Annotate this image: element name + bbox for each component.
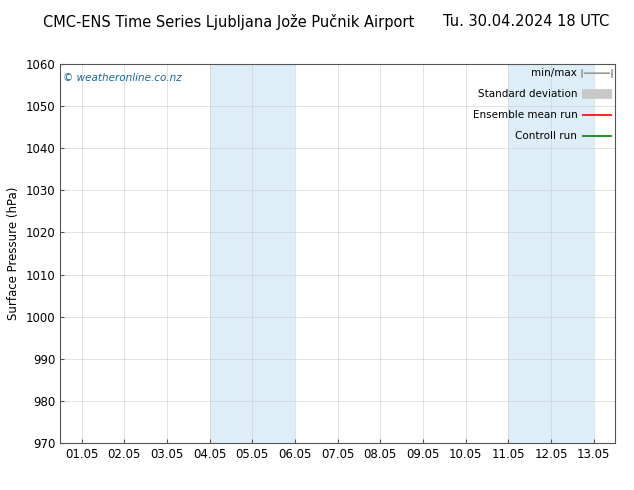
Text: Controll run: Controll run [515, 131, 577, 141]
Text: Tu. 30.04.2024 18 UTC: Tu. 30.04.2024 18 UTC [443, 14, 609, 29]
Text: © weatheronline.co.nz: © weatheronline.co.nz [63, 73, 182, 83]
Y-axis label: Surface Pressure (hPa): Surface Pressure (hPa) [7, 187, 20, 320]
Text: CMC-ENS Time Series Ljubljana Jože Pučnik Airport: CMC-ENS Time Series Ljubljana Jože Pučni… [42, 14, 414, 30]
Bar [210, 64, 295, 443]
Text: Ensemble mean run: Ensemble mean run [472, 110, 577, 120]
Text: Standard deviation: Standard deviation [478, 89, 577, 99]
Bar [508, 64, 593, 443]
Text: min/max: min/max [531, 68, 577, 78]
